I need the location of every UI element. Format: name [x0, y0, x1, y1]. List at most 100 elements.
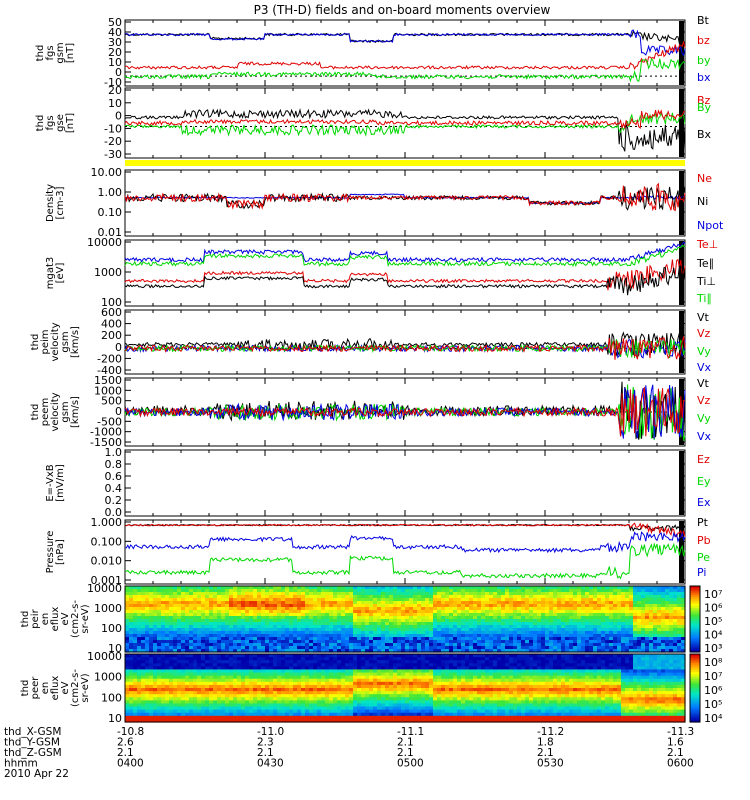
spectrogram-cell	[625, 613, 630, 617]
spectrogram-cell	[313, 637, 318, 641]
spectrogram-cell	[633, 640, 638, 644]
spectrogram-cell	[573, 589, 578, 593]
spectrogram-cell	[369, 625, 374, 629]
spectrogram-cell	[289, 688, 294, 692]
spectrogram-cell	[417, 628, 422, 632]
spectrogram-cell	[361, 622, 366, 626]
spectrogram-cell	[217, 586, 222, 590]
spectrogram-cell	[209, 619, 214, 623]
spectrogram-cell	[289, 718, 294, 723]
spectrogram-cell	[545, 619, 550, 623]
y-tick-label: -10	[104, 122, 122, 135]
spectrogram-cell	[177, 666, 182, 671]
spectrogram-cell	[249, 675, 254, 680]
spectrogram-cell	[593, 613, 598, 617]
spectrogram-cell	[221, 616, 226, 620]
spectrogram-cell	[513, 643, 518, 647]
spectrogram-cell	[485, 592, 490, 596]
spectrogram-cell	[285, 709, 290, 714]
spectrogram-cell	[585, 649, 590, 653]
spectrogram-cell	[465, 613, 470, 617]
spectrogram-cell	[229, 684, 234, 689]
spectrogram-cell	[129, 598, 134, 602]
spectrogram-cell	[241, 592, 246, 596]
spectrogram-cell	[253, 663, 258, 667]
spectrogram-cell	[209, 706, 214, 711]
spectrogram-cell	[333, 586, 338, 590]
spectrogram-cell	[173, 657, 178, 661]
spectrogram-cell	[381, 649, 386, 653]
spectrogram-cell	[293, 619, 298, 623]
spectrogram-cell	[313, 595, 318, 599]
spectrogram-cell	[557, 598, 562, 602]
spectrogram-cell	[129, 610, 134, 614]
spectrogram-cell	[129, 604, 134, 608]
y-axis-label: [km/s]	[70, 396, 81, 428]
spectrogram-cell	[501, 625, 506, 629]
spectrogram-cell	[169, 715, 174, 720]
spectrogram-cell	[257, 691, 262, 695]
spectrogram-cell	[177, 637, 182, 641]
spectrogram-cell	[153, 610, 158, 614]
spectrogram-cell	[273, 601, 278, 605]
spectrogram-cell	[129, 709, 134, 714]
spectrogram-cell	[209, 669, 214, 674]
spectrogram-cell	[309, 610, 314, 614]
spectrogram-cell	[373, 619, 378, 623]
spectrogram-cell	[137, 619, 142, 623]
spectrogram-cell	[273, 694, 278, 698]
spectrogram-cell	[177, 634, 182, 638]
spectrogram-cell	[257, 681, 262, 686]
spectrogram-cell	[521, 619, 526, 623]
spectrogram-cell	[193, 634, 198, 638]
spectrogram-cell	[409, 646, 414, 650]
spectrogram-cell	[625, 625, 630, 629]
spectrogram-cell	[565, 586, 570, 590]
spectrogram-cell	[153, 712, 158, 717]
spectrogram-cell	[293, 712, 298, 717]
spectrogram-cell	[257, 684, 262, 689]
spectrogram-cell	[657, 586, 662, 590]
spectrogram-cell	[165, 601, 170, 605]
spectrogram-cell	[261, 610, 266, 614]
spectrogram-cell	[525, 622, 530, 626]
spectrogram-cell	[429, 607, 434, 611]
spectrogram-cell	[217, 675, 222, 680]
spectrogram-cell	[285, 654, 290, 658]
spectrogram-cell	[421, 640, 426, 644]
spectrogram-cell	[221, 598, 226, 602]
spectrogram-cell	[353, 601, 358, 605]
spectrogram-cell	[257, 688, 262, 692]
spectrogram-cell	[177, 712, 182, 717]
spectrogram-cell	[637, 598, 642, 602]
spectrogram-cell	[533, 625, 538, 629]
spectrogram-cell	[161, 592, 166, 596]
spectrogram-cell	[441, 646, 446, 650]
spectrogram-cell	[285, 586, 290, 590]
spectrogram-cell	[341, 637, 346, 641]
spectrogram-cell	[401, 619, 406, 623]
spectrogram-cell	[161, 646, 166, 650]
y-axis-label: en	[40, 613, 51, 626]
spectrogram-cell	[237, 622, 242, 626]
spectrogram-cell	[497, 643, 502, 647]
spectrogram-cell	[661, 610, 666, 614]
spectrogram-cell	[605, 610, 610, 614]
spectrogram-cell	[137, 703, 142, 708]
spectrogram-cell	[189, 691, 194, 695]
spectrogram-cell	[633, 625, 638, 629]
spectrogram-cell	[177, 700, 182, 705]
spectrogram-cell	[473, 592, 478, 596]
spectrogram-cell	[281, 718, 286, 723]
spectrogram-cell	[469, 646, 474, 650]
spectrogram-cell	[305, 586, 310, 590]
colorbar-cell	[690, 590, 700, 594]
spectrogram-cell	[173, 586, 178, 590]
spectrogram-cell	[481, 619, 486, 623]
spectrogram-cell	[265, 631, 270, 635]
spectrogram-cell	[133, 610, 138, 614]
spectrogram-cell	[465, 643, 470, 647]
spectrogram-cell	[501, 637, 506, 641]
spectrogram-cell	[629, 601, 634, 605]
spectrogram-cell	[141, 715, 146, 720]
